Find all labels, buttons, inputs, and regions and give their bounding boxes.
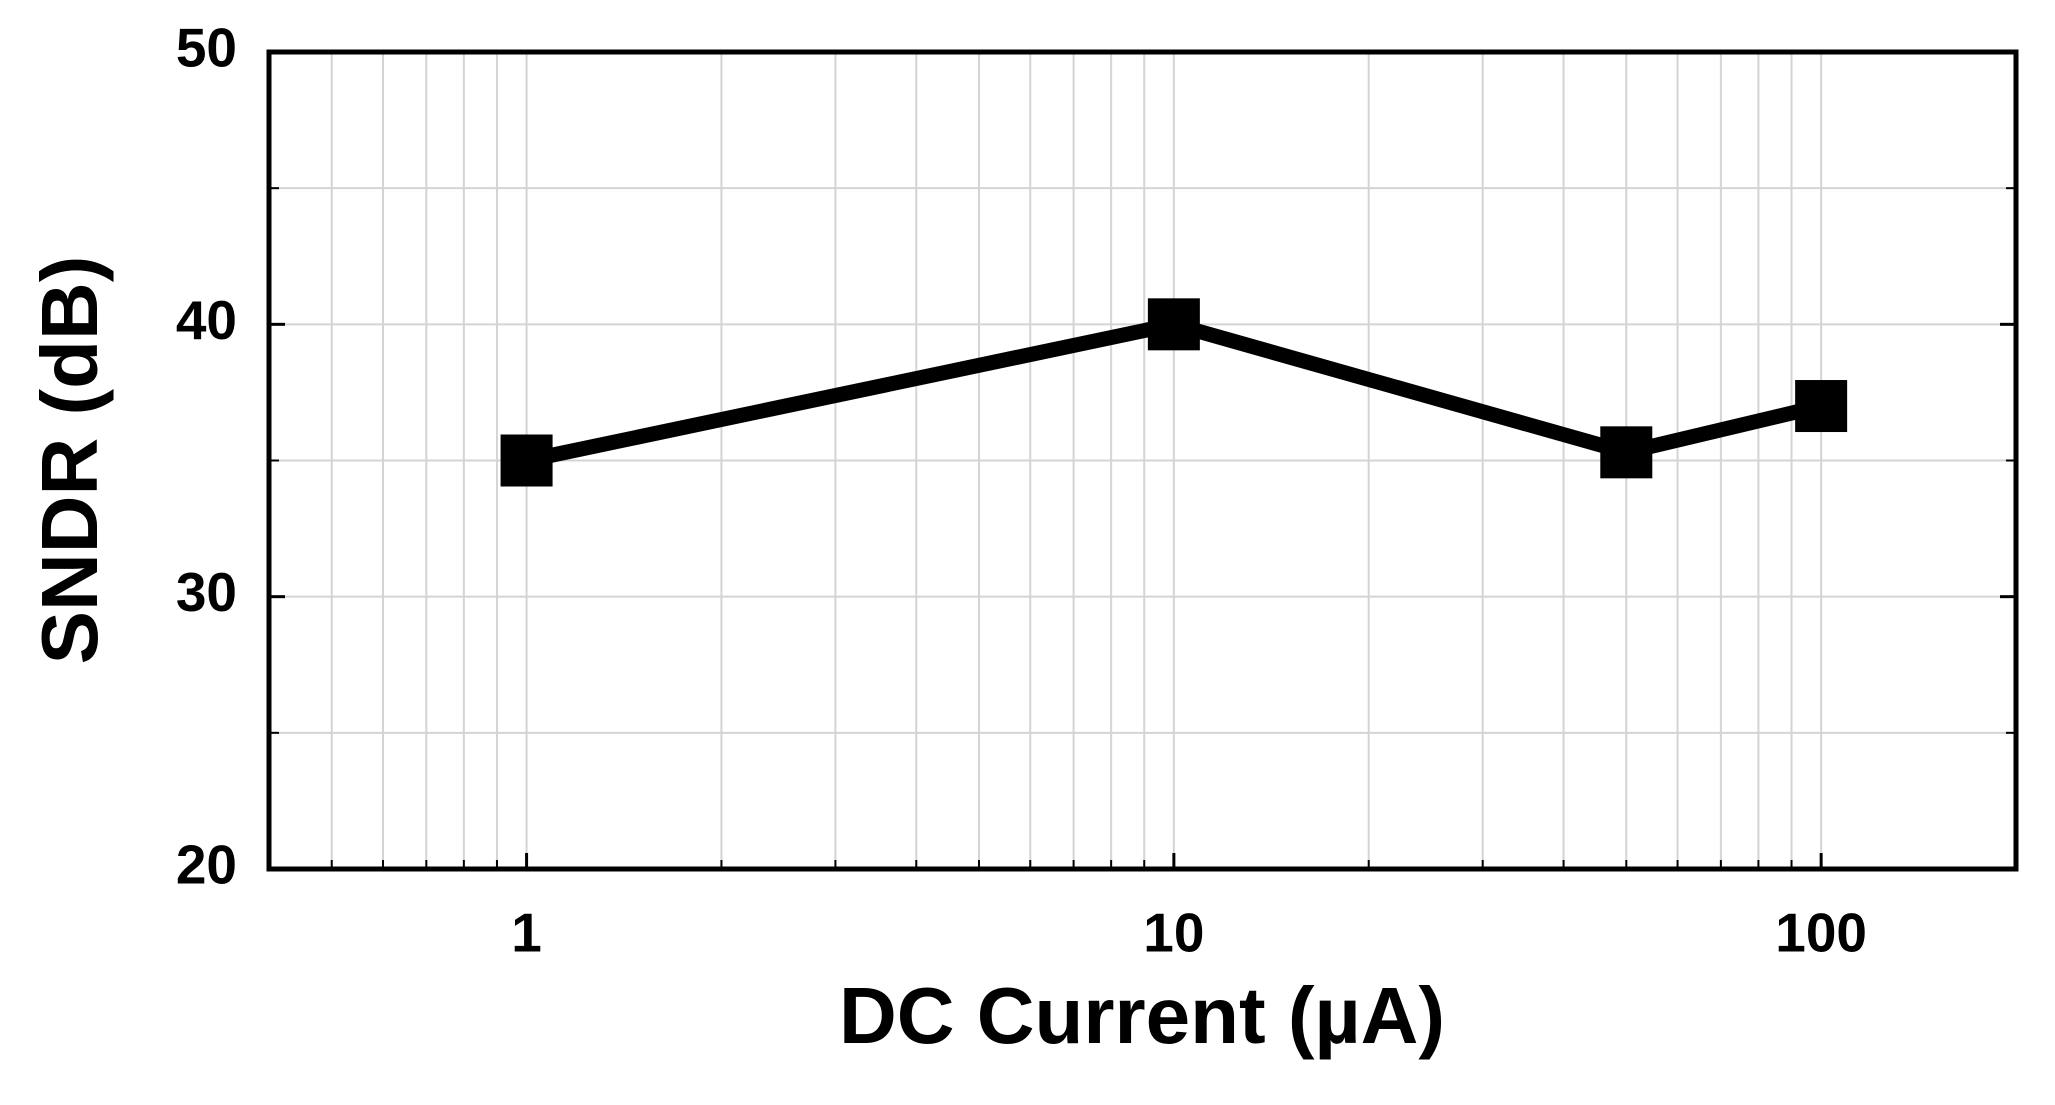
plot-frame: [266, 49, 2019, 872]
data-marker: [500, 434, 553, 487]
x-tick-label: 10: [1143, 902, 1204, 964]
data-marker: [1600, 426, 1653, 479]
y-axis-label: SNDR (dB): [25, 256, 114, 665]
x-tick-label: 100: [1775, 902, 1867, 964]
y-tick-label: 20: [176, 834, 237, 896]
data-marker: [1795, 380, 1848, 433]
y-tick-label: 40: [176, 289, 237, 351]
data-marker: [1147, 298, 1200, 351]
data-line: [525, 316, 1823, 468]
y-tick-label: 50: [176, 17, 237, 79]
x-tick-label: 1: [511, 902, 542, 964]
x-axis-label: DC Current (µA): [839, 971, 1445, 1060]
y-tick-label: 30: [176, 561, 237, 623]
